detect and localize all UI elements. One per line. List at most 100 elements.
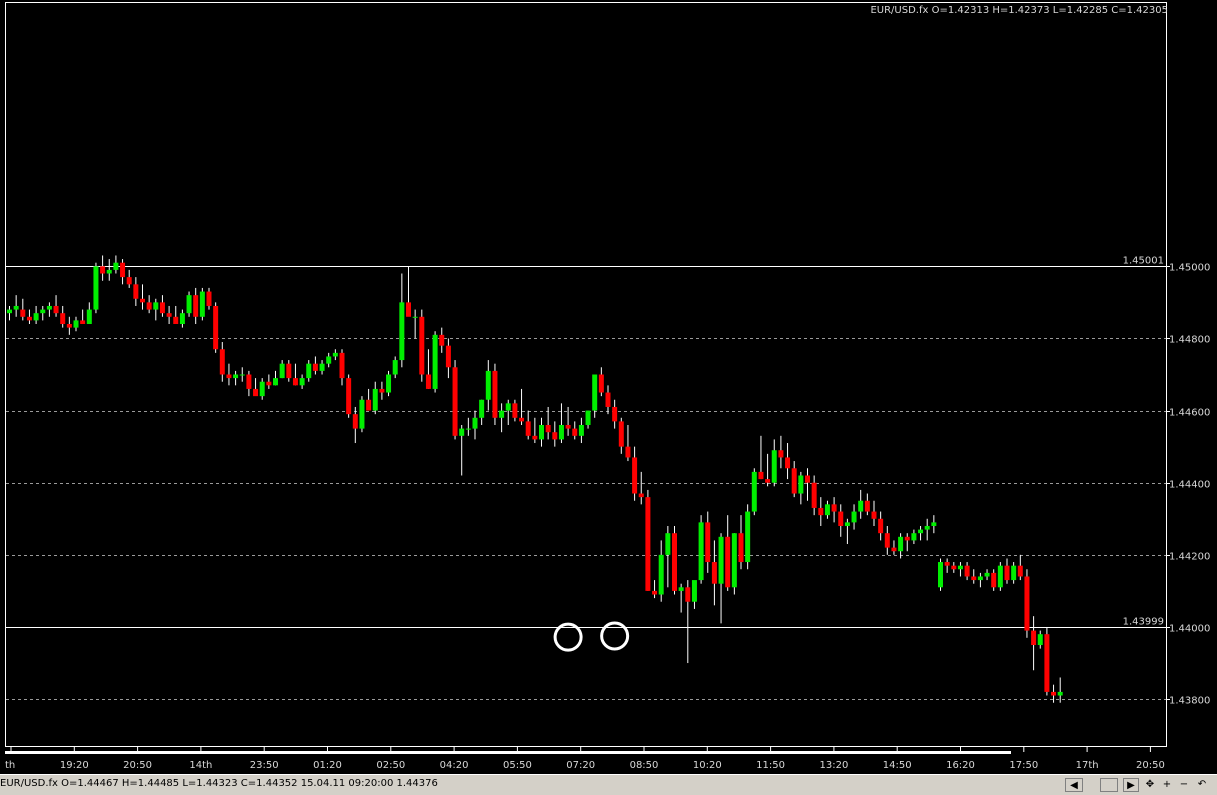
candle [219,342,225,382]
candle-body [545,424,551,433]
candle [246,370,252,397]
candle [711,540,717,606]
candle [798,471,804,505]
x-tick-label: 17th [1076,760,1099,771]
candle [253,378,259,397]
circle-marker[interactable] [600,621,630,651]
candle [33,305,39,325]
minus-icon: − [1179,779,1189,790]
candle [86,302,92,325]
candle [605,385,611,415]
candle-body [984,572,990,577]
scroll-position-box[interactable] [1100,778,1118,792]
candle [379,381,385,400]
candle-body [485,370,491,400]
candle-body [153,302,159,310]
candle [100,255,106,281]
candle-body [292,378,298,386]
candle [60,305,66,328]
candle-body [844,522,850,526]
candle [406,266,411,317]
candle [113,255,119,274]
candle-body [805,475,810,483]
candle-body [339,352,345,379]
candle [153,298,159,321]
x-tick-label: 20:50 [123,760,152,771]
candle [658,540,664,602]
candle-body [618,421,624,447]
candle [1017,554,1023,581]
candle [452,360,458,440]
candle-body [219,349,225,375]
zoom-in-button[interactable]: + [1160,778,1174,792]
y-tick-label: 1.44200 [1169,552,1210,563]
candle [505,399,511,425]
candle [851,504,857,530]
candle-body [1044,634,1050,692]
zoom-out-button[interactable]: − [1177,778,1191,792]
candle-body [585,410,591,425]
candle [811,475,817,516]
candle-body [146,302,152,310]
reset-button[interactable]: ↶ [1194,778,1210,792]
candle [312,356,318,375]
candle-body [824,504,830,516]
candle [20,298,26,321]
candle-body [884,533,890,548]
candle [831,497,837,523]
candle [539,417,544,447]
scroll-right-button[interactable]: ▶ [1123,778,1139,792]
candle-body [419,316,425,375]
candle-body [931,522,937,526]
candle-body [406,302,411,317]
candle [991,569,997,591]
horizontal-scrollbar[interactable] [5,751,1011,754]
price-chart[interactable]: 1.45001 1.43999 1.45000 1.44800 1.44600 1.44… [0,0,1217,774]
candle-body [645,497,651,591]
candle [791,461,797,498]
candle-body [13,305,19,310]
candle [977,572,983,588]
candle-body [911,533,917,541]
candle-body [891,547,897,552]
candle-body [186,295,192,314]
candle [844,518,850,545]
move-tool-button[interactable]: ✥ [1142,778,1158,792]
candle [751,468,757,516]
candle [778,435,784,469]
candle-body [399,302,405,361]
candle [971,569,977,584]
candle [166,305,172,325]
candle [997,562,1003,591]
candle [911,529,917,545]
candle-body [359,399,365,429]
candle-body [771,450,777,483]
candle [731,533,737,595]
candle [213,302,219,353]
candle-body [665,533,671,555]
candle [824,500,830,519]
horizontal-line-label: 1.45001 [1123,256,1164,267]
candle-body [765,479,771,483]
candle [106,259,112,281]
candle-body [412,316,418,318]
x-axis: th 19:20 20:50 14th 23:50 01:20 02:50 04:20 05:5… [5,747,1165,771]
candle-body [1051,691,1057,696]
circle-marker[interactable] [553,622,583,652]
candle [585,410,591,429]
arrow-right-icon: ▶ [1127,780,1135,791]
candle-body [878,518,884,534]
candle [951,562,957,573]
candle [26,309,32,325]
candle [672,525,677,595]
undo-arrow-icon: ↶ [1197,779,1207,790]
candle [445,338,451,379]
candle [93,262,99,314]
candle-body [386,374,392,393]
candle-body [439,334,445,346]
candle-body [957,565,963,570]
scroll-left-button[interactable]: ◀ [1065,778,1083,792]
candle [765,453,771,487]
x-tick-label: 05:50 [503,760,532,771]
